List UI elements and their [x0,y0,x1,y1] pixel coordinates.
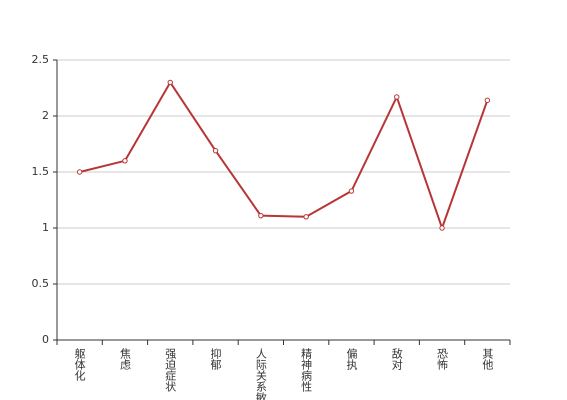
line [79,80,489,232]
y-tick-label: 2.5 [32,53,50,66]
y-tick-label: 2 [42,109,49,122]
x-tick-label: 其他 [481,348,494,370]
x-tick-label: 强迫症状 [164,348,177,392]
y-tick-label: 0.5 [32,277,50,290]
point [167,79,173,86]
point [484,97,491,104]
x-tick-label: 焦虑 [118,348,131,370]
point [76,169,83,175]
point [303,214,309,220]
x-tick-label: 敌对 [390,347,403,370]
y-tick-label: 1.5 [32,165,50,178]
x-tick-label: 躯体化 [73,348,86,382]
point [394,94,400,100]
x-tick-label: 精神病性 [300,348,313,393]
x-tick-label: 抑郁 [209,347,222,370]
y-tick-label: 1 [42,221,49,234]
point [212,148,219,154]
point [348,188,355,194]
x-tick-label: 偏执 [345,347,358,371]
point [258,212,264,219]
point [439,225,445,231]
point [122,158,128,164]
x-tick-label: 恐怖 [436,348,449,370]
y-tick-label: 0 [42,333,49,346]
x-tick-label: 人际关系敏感 [254,348,267,400]
